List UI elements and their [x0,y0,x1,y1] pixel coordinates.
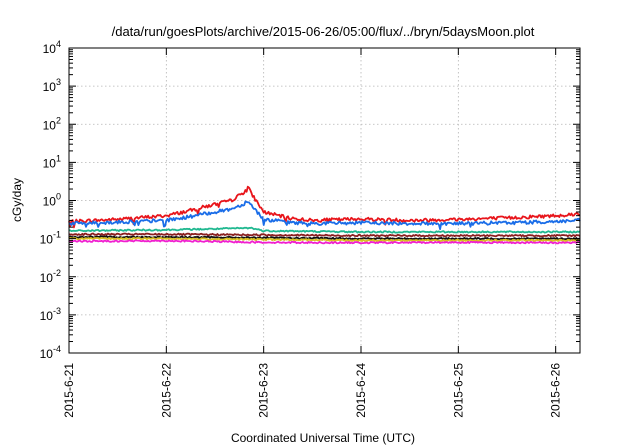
y-tick-exponent: 2 [56,115,61,125]
y-axis-label: cGy/day [10,178,24,222]
y-tick-exponent: 0 [56,192,61,202]
series-line-4 [68,232,581,238]
y-tick-exponent: 1 [56,153,61,163]
x-tick-label: 2015-6-23 [257,363,271,418]
x-tick-label: 2015-6-22 [159,363,173,418]
y-tick-base: 10 [43,42,57,56]
x-tick-label: 2015-6-24 [354,363,368,418]
y-tick-label: 101 [43,153,61,170]
x-tick-label: 2015-6-26 [549,363,563,418]
y-tick-exponent: 3 [56,77,61,87]
y-tick-exponent: -3 [53,306,61,316]
y-tick-base: 10 [40,271,54,285]
y-tick-exponent: 4 [56,39,61,49]
series-line-3 [68,226,581,234]
y-tick-base: 10 [43,195,57,209]
chart-title: /data/run/goesPlots/archive/2015-06-26/0… [112,24,535,39]
series-line-2 [68,200,581,231]
series-line-1 [68,185,581,229]
y-tick-base: 10 [43,118,57,132]
series-layer [68,185,581,245]
y-tick-base: 10 [40,233,54,247]
axis-ticks [68,47,580,354]
y-tick-base: 10 [40,347,54,361]
grid-lines [68,48,580,353]
y-tick-label: 103 [43,77,61,94]
x-tick-label: 2015-6-21 [62,363,76,418]
y-tick-label: 102 [43,115,61,132]
x-tick-label: 2015-6-25 [451,363,465,418]
y-tick-label: 10-3 [40,306,61,323]
y-tick-label: 10-1 [40,230,61,247]
y-tick-exponent: -2 [53,268,61,278]
y-tick-base: 10 [43,156,57,170]
y-tick-label: 100 [43,192,61,209]
y-tick-label: 10-2 [40,268,61,285]
y-tick-label: 104 [43,39,61,56]
series-line-7 [68,239,581,245]
y-tick-base: 10 [43,80,57,94]
x-tick-labels: 2015-6-21 2015-6-22 2015-6-23 2015-6-24 2015… [62,363,563,418]
y-tick-exponent: -4 [53,344,61,354]
series-line-6 [68,236,581,243]
y-tick-exponent: -1 [53,230,61,240]
y-tick-base: 10 [40,309,54,323]
x-axis-label: Coordinated Universal Time (UTC) [231,431,415,445]
y-tick-label: 10-4 [40,344,61,361]
